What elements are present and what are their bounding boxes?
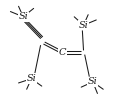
Text: Si: Si (26, 74, 36, 83)
Text: Si: Si (18, 12, 28, 21)
Text: Si: Si (87, 77, 97, 86)
Text: C: C (58, 48, 66, 57)
Text: Si: Si (78, 21, 88, 30)
